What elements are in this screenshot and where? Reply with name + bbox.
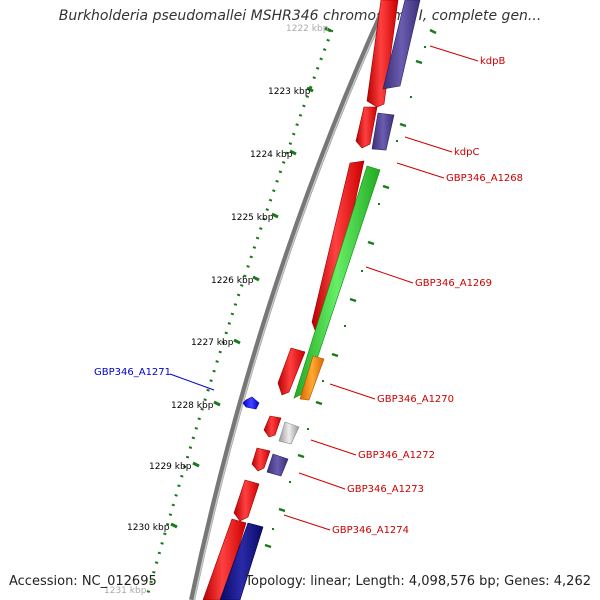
- feature-next-forward[interactable]: [219, 522, 264, 600]
- cds-A1268-reverse[interactable]: [311, 160, 365, 339]
- cds-next-reverse[interactable]: [202, 518, 247, 600]
- feature-A1270-forward[interactable]: [299, 355, 325, 401]
- feature-A1271[interactable]: [242, 396, 260, 410]
- cds-kdpB-reverse[interactable]: [366, 0, 399, 108]
- ruler-tick-label: 1225 kbp: [231, 213, 274, 223]
- map-title: Burkholderia pseudomallei MSHR346 chromo…: [58, 8, 542, 24]
- feature-kdpB-forward[interactable]: [382, 0, 421, 90]
- gene-label-A1269[interactable]: GBP346_A1269: [415, 278, 492, 289]
- gene-label-A1270[interactable]: GBP346_A1270: [377, 394, 454, 405]
- ruler-line: [144, 29, 334, 600]
- ruler-tick-label: 1222 kbp: [286, 24, 329, 34]
- gene-label-A1272[interactable]: GBP346_A1272: [358, 450, 435, 461]
- cds-A1270-reverse[interactable]: [277, 347, 306, 396]
- cds-A1273-reverse[interactable]: [251, 447, 271, 472]
- feature-A1272-forward[interactable]: [278, 421, 300, 445]
- ruler-tick-label: 1227 kbp: [191, 338, 234, 348]
- forward-strand-dots: [272, 46, 426, 530]
- feature-A1273-forward[interactable]: [266, 453, 289, 477]
- ruler-tick-label: 1229 kbp: [149, 462, 192, 472]
- ruler-major-ticks: [170, 26, 332, 529]
- forward-strand-markers: [264, 28, 437, 549]
- accession-text: Accession: NC_012695: [9, 574, 157, 589]
- feature-kdpC-forward[interactable]: [371, 112, 395, 151]
- topology-text: Topology: linear; Length: 4,098,576 bp; …: [245, 574, 591, 589]
- ruler-tick-label: 1223 kbp: [268, 87, 311, 97]
- genome-backbone: [189, 0, 391, 600]
- gene-label-A1271[interactable]: GBP346_A1271: [94, 367, 171, 378]
- ruler-tick-label: 1230 kbp: [127, 523, 170, 533]
- cds-A1274-reverse[interactable]: [233, 479, 260, 522]
- ruler-tick-label: 1228 kbp: [171, 401, 214, 411]
- cds-A1272-reverse[interactable]: [263, 415, 282, 438]
- ruler-tick-label: 1231 kbp: [104, 586, 147, 596]
- ruler-tick-label: 1226 kbp: [211, 276, 254, 286]
- gene-label-A1273[interactable]: GBP346_A1273: [347, 484, 424, 495]
- label-connectors: [169, 45, 479, 531]
- gene-label-kdpC[interactable]: kdpC: [454, 147, 479, 158]
- gene-label-A1274[interactable]: GBP346_A1274: [332, 525, 409, 536]
- gene-label-A1268[interactable]: GBP346_A1268: [446, 173, 523, 184]
- cds-kdpC-reverse[interactable]: [355, 106, 378, 149]
- ruler-tick-label: 1224 kbp: [250, 150, 293, 160]
- gene-label-kdpB[interactable]: kdpB: [480, 56, 505, 67]
